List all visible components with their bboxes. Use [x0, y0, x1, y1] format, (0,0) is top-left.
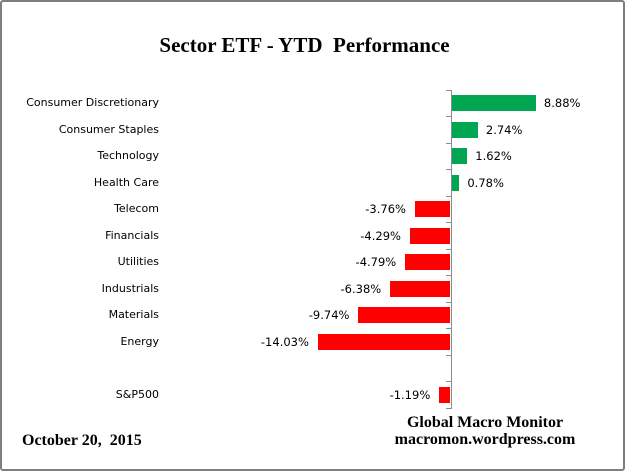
axis-tick — [445, 89, 451, 91]
category-label-consumer-discretionary: Consumer Discretionary — [26, 96, 159, 110]
footer-date: October 20, 2015 — [22, 432, 142, 449]
axis-tick — [445, 169, 451, 170]
category-label-telecom: Telecom — [114, 202, 159, 216]
axis-tick — [445, 301, 451, 303]
bar-utilities — [405, 254, 451, 271]
value-label-consumer-staples: 2.74% — [485, 122, 523, 137]
value-label-industrials: -6.38% — [340, 281, 382, 296]
category-label-materials: Materials — [108, 308, 159, 322]
category-label-industrials: Industrials — [101, 281, 159, 295]
axis-tick — [445, 328, 451, 329]
value-label-technology: 1.62% — [475, 149, 512, 164]
bar-financials — [409, 227, 451, 244]
category-label-energy: Energy — [120, 334, 159, 348]
bar-telecom — [414, 201, 451, 218]
axis-tick — [445, 381, 451, 382]
bar-s-p500 — [439, 386, 451, 403]
chart-title: Sector ETF - YTD Performance — [159, 33, 450, 57]
value-label-telecom: -3.76% — [365, 202, 406, 217]
value-label-health-care: 0.78% — [467, 175, 504, 190]
value-label-energy: -14.03% — [260, 334, 309, 349]
axis-tick — [445, 195, 451, 197]
category-label-technology: Technology — [97, 149, 159, 163]
category-label-consumer-staples: Consumer Staples — [58, 122, 159, 136]
value-label-financials: -4.29% — [360, 228, 401, 243]
footer-source-url: macromon.wordpress.com — [394, 431, 576, 448]
value-label-utilities: -4.79% — [355, 255, 397, 270]
axis-tick — [445, 354, 451, 356]
bar-industrials — [390, 280, 451, 297]
axis-tick — [445, 275, 451, 276]
bar-energy — [317, 333, 451, 350]
bar-consumer-discretionary — [452, 95, 536, 112]
category-label-health-care: Health Care — [93, 175, 159, 189]
axis-tick — [445, 222, 451, 223]
category-label-utilities: Utilities — [117, 255, 159, 269]
axis-tick — [445, 407, 451, 409]
footer-source-name: Global Macro Monitor — [406, 414, 564, 431]
bar-technology — [452, 148, 468, 165]
bar-consumer-staples — [452, 121, 478, 138]
footer-source: Global Macro Monitor macromon.wordpress.… — [395, 414, 576, 448]
value-label-consumer-discretionary: 8.88% — [543, 96, 581, 111]
axis-tick — [445, 248, 451, 250]
category-label-s-p500: S&P500 — [115, 387, 159, 401]
axis-tick — [445, 142, 451, 144]
category-label-financials: Financials — [105, 228, 159, 242]
bar-materials — [358, 307, 451, 324]
value-label-materials: -9.74% — [308, 308, 350, 323]
bar-health-care — [452, 174, 460, 191]
category-axis-line — [450, 89, 452, 409]
value-label-s-p500: -1.19% — [389, 387, 431, 402]
axis-tick — [445, 116, 451, 117]
